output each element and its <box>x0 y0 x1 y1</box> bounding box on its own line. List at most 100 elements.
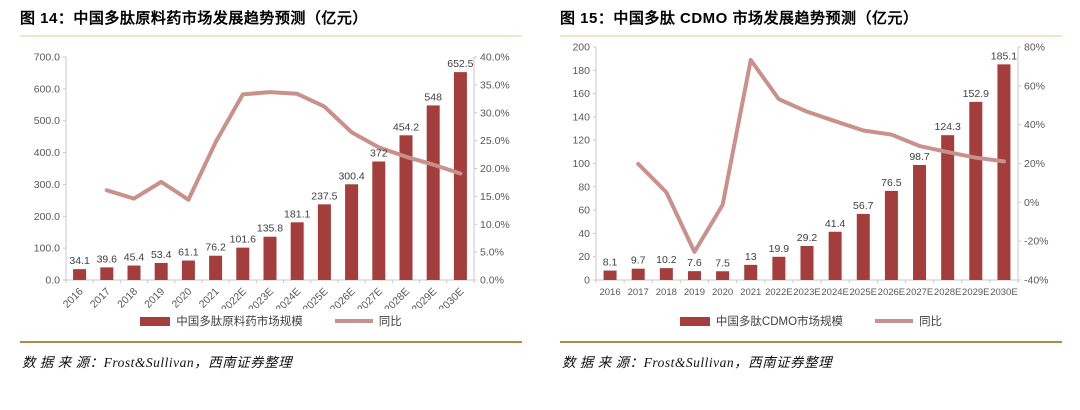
bar-value-label: 7.6 <box>687 257 702 269</box>
y-axis-left-label: 0 <box>584 275 590 287</box>
bar-value-label: 372 <box>370 147 388 159</box>
x-axis-label: 2027E <box>906 287 933 298</box>
bar-value-label: 45.4 <box>124 252 145 264</box>
legend-label-market-size: 中国多肽原料药市场规模 <box>176 316 303 328</box>
y-axis-right-label: 40.0% <box>480 52 510 64</box>
bar <box>772 256 786 280</box>
line-swatch-icon <box>875 319 914 323</box>
legend-item-yoy: 同比 <box>875 313 942 329</box>
x-axis-label: 2030E <box>437 286 467 309</box>
y-axis-right-label: 15.0% <box>480 191 510 203</box>
x-axis-label: 2021 <box>740 287 761 298</box>
y-axis-right-label: 5.0% <box>480 247 504 259</box>
source-divider <box>20 341 522 343</box>
bar-value-label: 61.1 <box>178 247 199 259</box>
y-axis-left-label: 180 <box>572 65 590 77</box>
legend-label-yoy: 同比 <box>919 316 943 328</box>
bar-value-label: 124.3 <box>935 121 961 133</box>
source-text: 数 据 来 源：Frost&Sullivan，西南证券整理 <box>562 355 833 370</box>
y-axis-left-label: 500.0 <box>34 115 60 127</box>
x-axis-label: 2020 <box>170 286 195 309</box>
bar-value-label: 41.4 <box>825 218 846 230</box>
bar-value-label: 39.6 <box>97 253 118 265</box>
y-axis-left-label: 100.0 <box>34 243 60 255</box>
bar <box>426 105 440 281</box>
bar-value-label: 152.9 <box>963 88 989 100</box>
bar-value-label: 652.5 <box>447 58 473 70</box>
bar-value-label: 8.1 <box>603 257 618 269</box>
legend-item-market-size: 中国多肽CDMO市场规模 <box>679 313 844 329</box>
bar <box>800 245 814 280</box>
legend-label-market-size: 中国多肽CDMO市场规模 <box>715 316 844 328</box>
bar <box>181 260 195 280</box>
figure-15-title: 图 15：中国多肽 CDMO 市场发展趋势预测（亿元） <box>560 10 919 27</box>
x-axis-label: 2020 <box>712 287 733 298</box>
x-axis-label: 2029E <box>409 286 439 309</box>
bar <box>73 269 87 280</box>
y-axis-left-label: 80 <box>578 181 590 193</box>
bar <box>317 204 331 280</box>
y-axis-left-label: 60 <box>578 205 590 217</box>
bar-value-label: 13 <box>745 251 757 263</box>
x-axis-label: 2022E <box>219 286 249 309</box>
y-axis-left-label: 120 <box>572 135 590 147</box>
y-axis-left-label: 140 <box>572 111 590 123</box>
peptide-api-combo-chart: 0.0 100.0 200.0 300.0 400.0 500.0 600.0 700.0 0.… <box>34 52 510 310</box>
title-divider <box>20 35 522 37</box>
x-axis-label: 2028E <box>382 286 412 309</box>
bar <box>913 165 927 280</box>
x-axis-label: 2027E <box>355 286 385 309</box>
y-axis-right-label: 30.0% <box>480 107 510 119</box>
bar <box>100 267 114 280</box>
x-axis-label: 2026E <box>878 287 905 298</box>
bar <box>941 135 955 280</box>
line-swatch-icon <box>334 319 373 323</box>
x-axis-label: 2025E <box>850 287 877 298</box>
y-axis-left-label: 20 <box>578 251 590 263</box>
y-axis-left-label: 200 <box>572 42 590 54</box>
x-axis-label: 2017 <box>88 286 113 309</box>
bar-swatch-icon <box>140 316 171 326</box>
bar <box>856 213 870 280</box>
bar <box>372 161 386 280</box>
bar-value-label: 135.8 <box>257 223 283 235</box>
legend-item-yoy: 同比 <box>334 313 402 329</box>
bar-value-label: 9.7 <box>631 255 646 267</box>
bar <box>969 101 983 281</box>
y-axis-right-label: 10.0% <box>480 219 510 231</box>
bar <box>236 247 250 280</box>
bar <box>453 72 467 280</box>
bar <box>290 222 304 280</box>
bar-value-label: 10.2 <box>656 254 677 266</box>
chart-legend: 中国多肽CDMO市场规模 同比 <box>560 313 1062 329</box>
y-axis-left-label: 160 <box>572 88 590 100</box>
x-axis-label: 2023E <box>793 287 820 298</box>
figure-15-panel: 图 15：中国多肽 CDMO 市场发展趋势预测（亿元） 0 20 40 60 80 100… <box>540 0 1080 410</box>
y-axis-right-label: 80% <box>1024 42 1045 54</box>
y-axis-left-label: 200.0 <box>34 211 60 223</box>
bar <box>828 231 842 280</box>
x-axis-label: 2017 <box>628 287 649 298</box>
bar-value-label: 237.5 <box>311 190 337 202</box>
y-axis-right-label: -40% <box>1024 275 1049 287</box>
y-axis-left-label: 400.0 <box>34 147 60 159</box>
y-axis-left-label: 0.0 <box>45 275 60 287</box>
y-axis-left-label: 600.0 <box>34 83 60 95</box>
bar-value-label: 56.7 <box>853 200 874 212</box>
y-axis-right-label: 60% <box>1024 80 1045 92</box>
bar-swatch-icon <box>679 316 710 326</box>
y-axis-right-label: 0.0% <box>480 275 504 287</box>
bar <box>263 236 277 280</box>
x-axis-label: 2030E <box>990 287 1017 298</box>
y-axis-right-label: 25.0% <box>480 135 510 147</box>
x-axis-label: 2016 <box>599 287 620 298</box>
x-axis-label: 2028E <box>934 287 961 298</box>
x-axis-label: 2023E <box>246 286 276 309</box>
y-axis-right-label: 0% <box>1024 197 1039 209</box>
source-divider <box>560 341 1062 343</box>
x-axis-label: 2025E <box>301 286 331 309</box>
chart-legend: 中国多肽原料药市场规模 同比 <box>20 313 522 329</box>
bar <box>687 271 701 280</box>
bar-value-label: 548 <box>424 91 442 103</box>
